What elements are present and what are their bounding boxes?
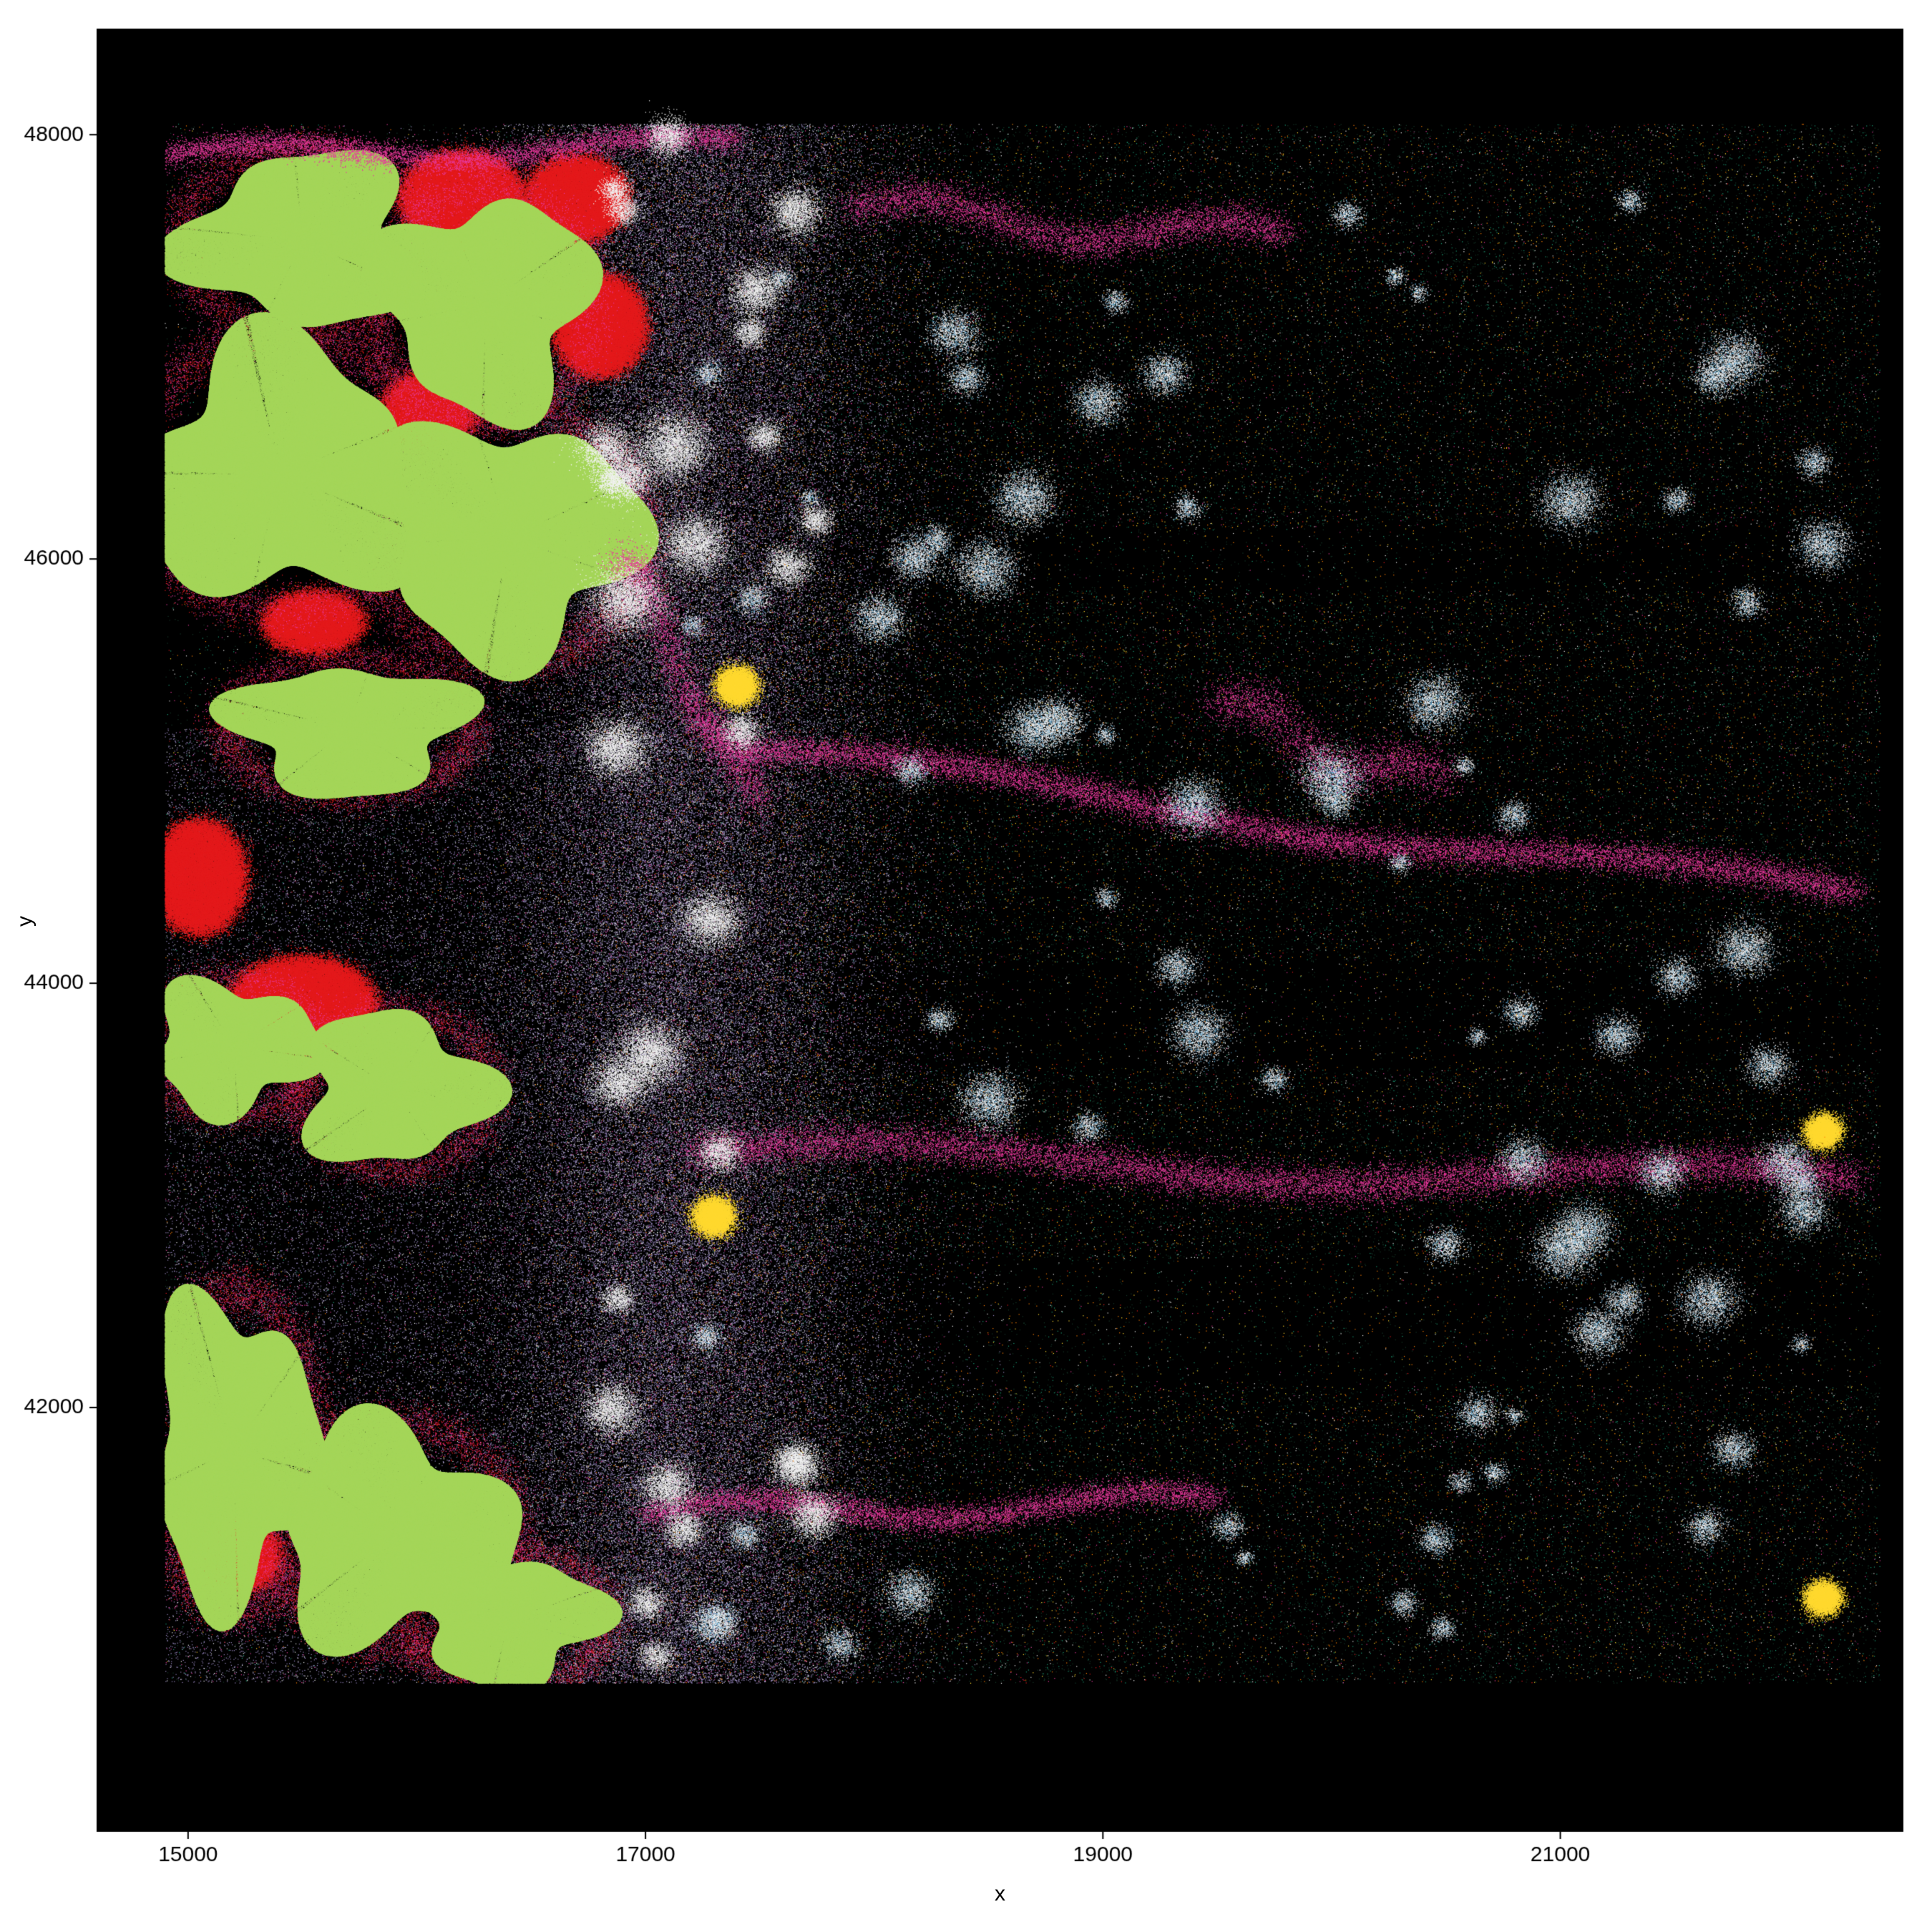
spatial-scatter-plot [0, 0, 1932, 1932]
x-axis-label: x [995, 1882, 1005, 1906]
y-axis-label: y [13, 916, 37, 927]
